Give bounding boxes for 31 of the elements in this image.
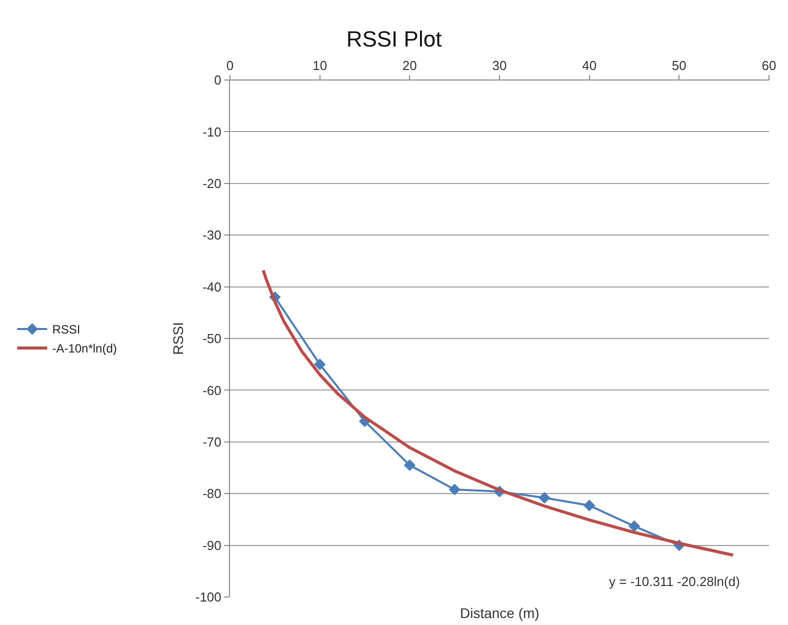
y-tick-label: -80 [202,486,222,502]
point [404,459,416,472]
x-tick-label: 0 [226,58,234,73]
point [314,358,326,370]
point [448,484,460,496]
y-tick-label: -100 [195,590,222,605]
x-tick-label: 30 [492,58,507,73]
y-tick-label: -30 [202,228,222,243]
point [538,492,550,504]
y-tick-label: -20 [202,176,222,191]
y-tick-label: -60 [202,382,222,398]
y-tick-label: -10 [202,124,222,140]
x-tick-label: 10 [312,58,328,73]
point [583,500,596,512]
y-tick-label: -40 [202,279,222,294]
point [628,520,640,532]
x-tick-label: 40 [582,58,597,73]
legend-label: -A-10n*ln(d) [52,342,117,356]
x-tick-label: 20 [402,58,417,73]
x-axis-title: Distance (m) [460,605,540,621]
legend-label: RSSI [52,322,80,337]
line-series [262,268,735,557]
chart-title: RSSI Plot [346,26,442,52]
y-tick-label: -70 [202,434,222,450]
y-tick-label: -90 [202,538,222,553]
y-axis-title: RSSI [170,322,186,355]
y-tick-label: -50 [202,331,222,346]
annotation: y = -10.311 -20.28ln(d) [609,574,740,589]
y-tick-label: 0 [214,72,222,88]
x-tick-label: 50 [672,58,686,73]
x-tick-label: 60 [762,58,776,73]
